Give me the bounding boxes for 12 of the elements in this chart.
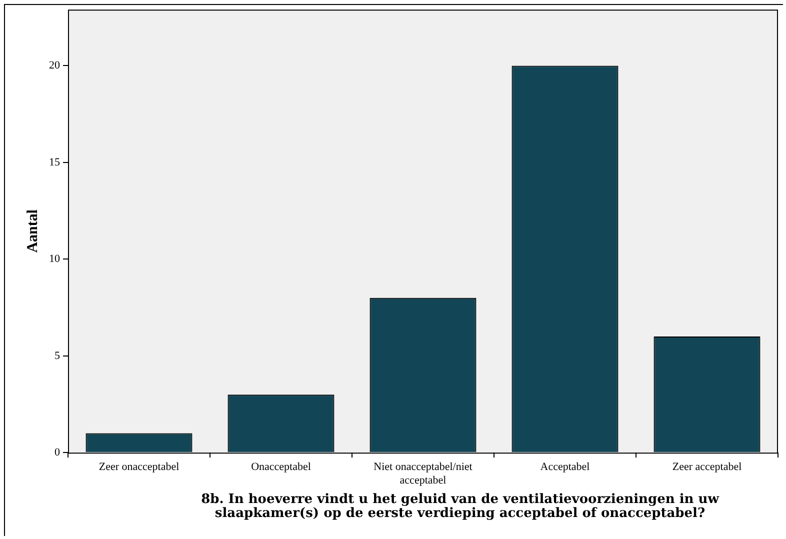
y-tick-label: 20 xyxy=(49,60,60,72)
x-tick-label: Niet onacceptabel/niet acceptabel xyxy=(374,461,472,486)
y-tick-label: 5 xyxy=(54,350,60,362)
x-tick-label: Zeer acceptabel xyxy=(672,461,742,474)
y-tick-label: 10 xyxy=(49,253,60,266)
y-axis-title: Aantal xyxy=(24,209,41,253)
x-tick-label: Acceptabel xyxy=(540,461,590,474)
x-axis-title: 8b. In hoeverre vindt u het geluid van de ventilatievoorzieningen in uw slaapkamer(s) op de eerste verdieping acceptabel of onacceptabel? xyxy=(200,492,720,521)
y-tick-label: 0 xyxy=(54,446,60,458)
x-tick-label: Zeer onacceptabel xyxy=(98,461,180,474)
y-tick-label: 15 xyxy=(49,156,60,168)
x-tick-label: Onacceptabel xyxy=(251,461,311,474)
